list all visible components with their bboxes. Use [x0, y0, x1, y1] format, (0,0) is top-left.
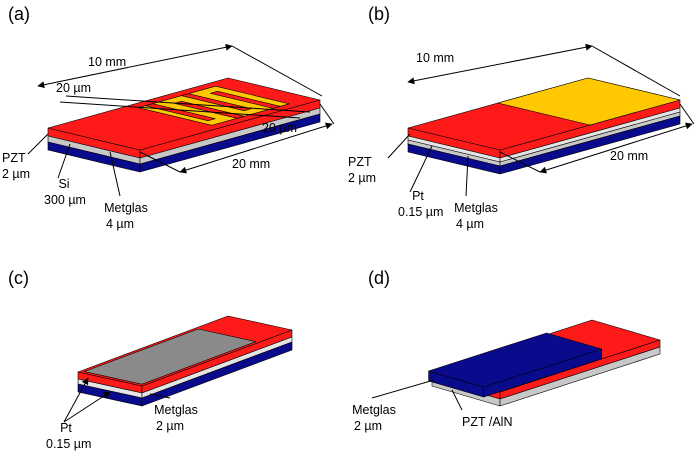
- annotation: PZT: [2, 151, 26, 165]
- panel-label: (b): [368, 4, 390, 24]
- annotation: 20 mm: [232, 157, 270, 171]
- annotation: 2 µm: [156, 419, 184, 433]
- electrode-gap: [181, 93, 252, 111]
- electrode-gap: [174, 101, 245, 119]
- annotation: 300 µm: [44, 193, 86, 207]
- panel-label: (c): [8, 268, 29, 288]
- annotation: 10 mm: [416, 51, 454, 65]
- annotation: 20 mm: [610, 149, 648, 163]
- annotation: Pt: [60, 421, 72, 435]
- annotation: 0.15 µm: [46, 437, 91, 451]
- panel-label: (a): [8, 4, 30, 24]
- electrode: [83, 328, 257, 385]
- layer-face: [141, 341, 293, 407]
- annotation: 0.15 µm: [398, 205, 443, 219]
- annotation: Metglas: [352, 403, 396, 417]
- top-face: [428, 332, 602, 388]
- panel-label: (d): [368, 268, 390, 288]
- leader-lines: [27, 43, 695, 423]
- annotation: PZT: [348, 155, 372, 169]
- electrode-gap: [210, 91, 281, 109]
- annotation: 2 µm: [2, 167, 30, 181]
- annotation: PZT /AlN: [462, 415, 512, 429]
- annotation: Pt: [412, 189, 424, 203]
- annotations: (a) 10 mm 20 µm 20 µm 20 mm PZT 2 µm Si 300 µm Me…: [2, 4, 648, 451]
- annotation: 4 µm: [456, 217, 484, 231]
- annotation: Metglas: [104, 201, 148, 215]
- annotation: Metglas: [154, 403, 198, 417]
- layer-face: [499, 346, 661, 407]
- annotation: 2 µm: [354, 419, 382, 433]
- layer-stacks: [47, 77, 681, 407]
- annotation: 10 mm: [88, 55, 126, 69]
- electrode-gap: [145, 103, 216, 121]
- annotation: 20 µm: [56, 81, 91, 95]
- annotation: 20 µm: [262, 121, 297, 135]
- annotation: Metglas: [454, 201, 498, 215]
- annotation: 2 µm: [348, 171, 376, 185]
- annotation: Si: [58, 177, 69, 191]
- electrode: [497, 77, 681, 126]
- annotation: 4 µm: [106, 217, 134, 231]
